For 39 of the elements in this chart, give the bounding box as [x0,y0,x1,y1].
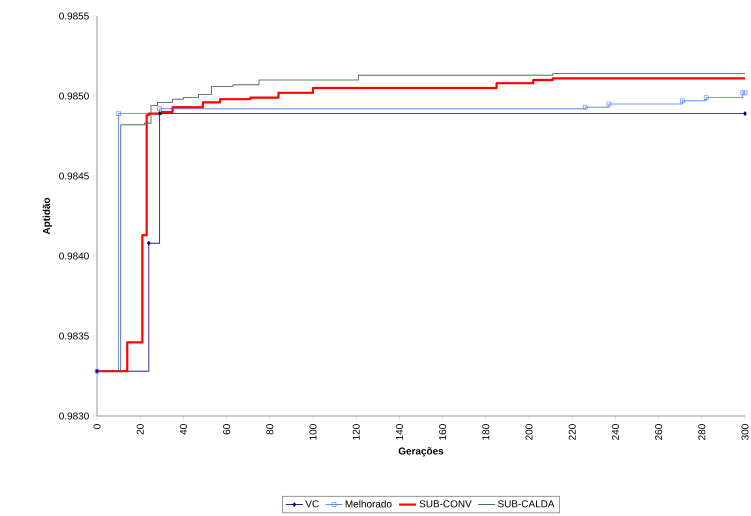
point [743,111,747,116]
x-tick-label: 60 [223,424,230,434]
x-tick-label: 140 [396,424,403,440]
x-tick-label: 0 [93,424,101,429]
point [704,95,708,100]
y-tick-label: 0.9835 [59,332,89,340]
x-tick-label: 200 [525,424,533,440]
x-tick-label: 280 [698,424,706,440]
x-tick-label: 20 [136,424,144,434]
x-tick-label: 220 [568,424,576,440]
x-tick-label: 100 [309,424,317,440]
x-tick-label: 180 [482,424,490,440]
legend-label: SUB-CONV [420,500,472,508]
x-tick-label: 120 [352,424,360,440]
x-tick-label: 40 [180,424,187,435]
y-tick-label: 0.9840 [59,252,89,260]
point [740,90,746,96]
x-tick-label: 300 [741,424,749,440]
legend-label: Melhorado [346,500,392,508]
legend-label: VC [305,500,319,508]
x-tick-label: 240 [612,424,619,440]
x-tick-label: 260 [655,424,662,440]
legend-label: SUB-CALDA [498,500,554,508]
point [582,104,588,110]
point [742,90,748,96]
x-tick-label: 80 [266,424,274,434]
y-tick-label: 0.9850 [59,92,89,100]
y-tick-label: 0.9830 [59,412,89,420]
point [157,106,162,112]
point [680,98,685,104]
y-tick-label: 0.9845 [59,172,89,180]
point [158,111,162,116]
y-axis-title: Aptidão [42,198,52,234]
point [606,102,612,106]
y-tick-label: 0.9855 [59,12,89,20]
x-axis-title: Gerações [398,447,444,456]
point [147,240,151,246]
x-tick-label: 160 [439,424,446,440]
point [116,111,121,116]
